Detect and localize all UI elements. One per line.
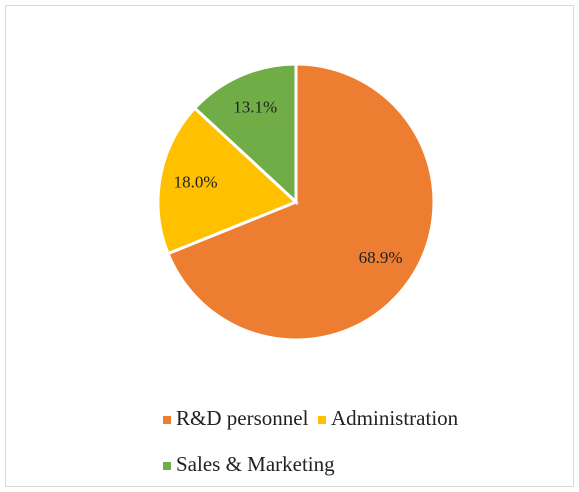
legend-label: R&D personnel	[176, 406, 309, 430]
legend-swatch	[163, 416, 171, 424]
data-label: 68.9%	[359, 248, 403, 267]
legend-swatch	[163, 462, 171, 470]
legend-label: Sales & Marketing	[176, 452, 335, 476]
data-label: 13.1%	[233, 97, 277, 116]
legend-swatch	[318, 416, 326, 424]
pie-slice	[156, 106, 299, 256]
pie-slice	[166, 62, 436, 342]
data-label: 18.0%	[174, 172, 218, 191]
legend-label: Administration	[331, 406, 459, 430]
pie-slice	[192, 62, 298, 206]
